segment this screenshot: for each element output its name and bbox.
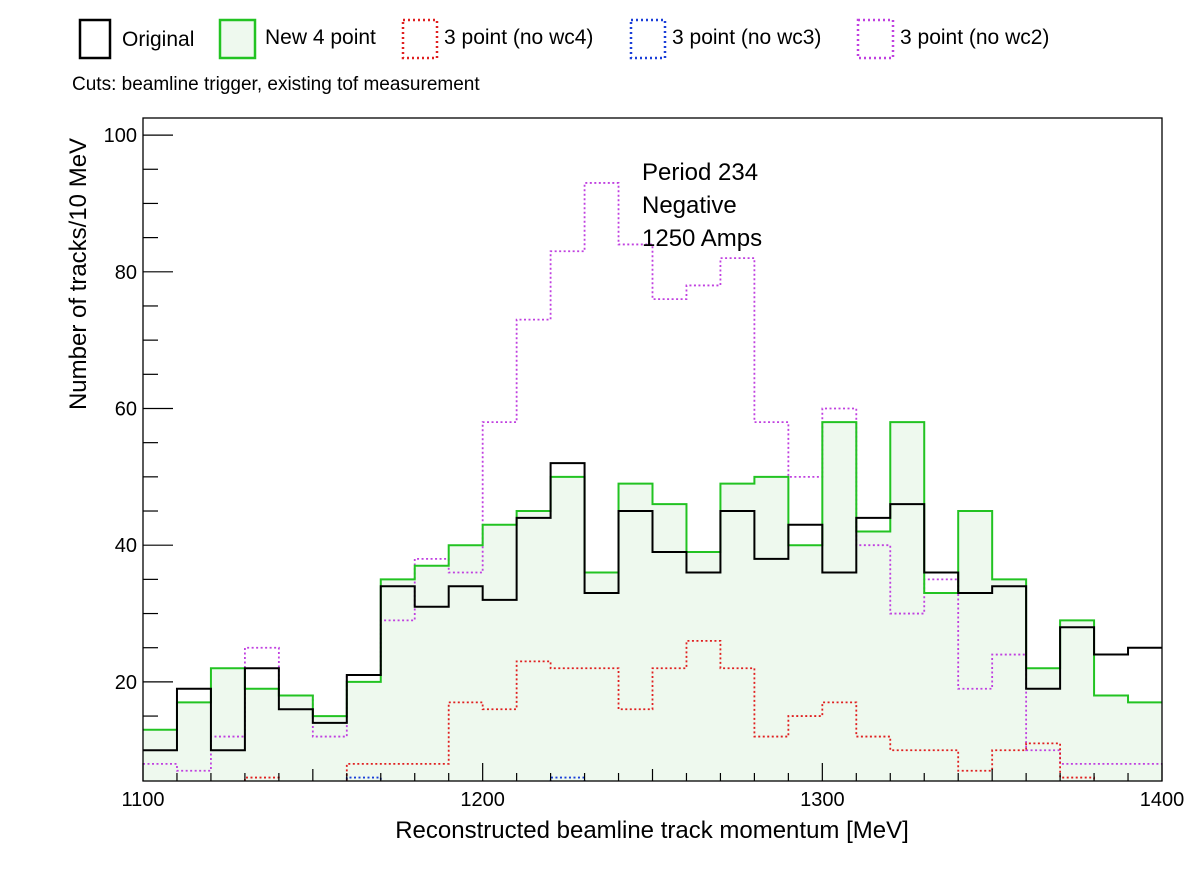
legend-label-no-wc3: 3 point (no wc3) [672, 26, 821, 49]
x-tick-label: 1100 [121, 789, 164, 811]
legend-swatch-original [78, 18, 112, 60]
y-tick-label: 20 [115, 672, 137, 694]
legend-swatch-no-wc4 [401, 18, 439, 60]
y-axis-label: Number of tracks/10 MeV [65, 138, 92, 410]
annotation-line-3: 1250 Amps [642, 225, 762, 252]
legend-label-no-wc4: 3 point (no wc4) [444, 26, 593, 49]
y-tick-label: 40 [115, 535, 137, 557]
legend-swatch-new-4-point [218, 18, 257, 60]
legend-label-new-4-point: New 4 point [265, 26, 376, 49]
series-line-3-point-no-wc4 [244, 639, 1095, 781]
series-fill-new-4-point [143, 422, 1162, 781]
y-tick-label: 60 [115, 398, 137, 420]
y-axis: 20 40 60 80 100 [104, 125, 173, 751]
cuts-text: Cuts: beamline trigger, existing tof mea… [72, 74, 480, 95]
legend-entry-no-wc2: 3 point (no wc2) [856, 18, 1049, 60]
y-tick-label: 100 [104, 125, 137, 147]
legend-entry-no-wc3: 3 point (no wc3) [629, 18, 821, 60]
legend-entry-new-4-point: New 4 point [218, 18, 376, 60]
legend: Original New 4 point 3 point (no wc4) 3 … [78, 18, 1049, 60]
x-tick-label: 1300 [800, 789, 845, 811]
series-line-original [143, 462, 1162, 752]
legend-entry-original: Original [78, 18, 194, 60]
x-axis: 1100 1200 1300 1400 [121, 763, 1184, 811]
y-tick-label: 80 [115, 262, 137, 284]
legend-label-no-wc2: 3 point (no wc2) [900, 26, 1049, 49]
legend-label-original: Original [122, 28, 194, 51]
x-tick-label: 1400 [1140, 789, 1185, 811]
x-tick-label: 1200 [460, 789, 505, 811]
histogram-lines [143, 182, 1162, 781]
series-line-3-point-no-wc3 [345, 776, 586, 781]
histogram-fills [143, 422, 1162, 781]
legend-swatch-no-wc2 [856, 18, 895, 60]
x-axis-label: Reconstructed beamline track momentum [M… [395, 817, 909, 844]
annotation-line-2: Negative [642, 192, 737, 219]
legend-swatch-no-wc3 [629, 18, 667, 60]
annotation: Period 234 Negative 1250 Amps [642, 159, 762, 252]
legend-entry-no-wc4: 3 point (no wc4) [401, 18, 593, 60]
annotation-line-1: Period 234 [642, 159, 758, 186]
